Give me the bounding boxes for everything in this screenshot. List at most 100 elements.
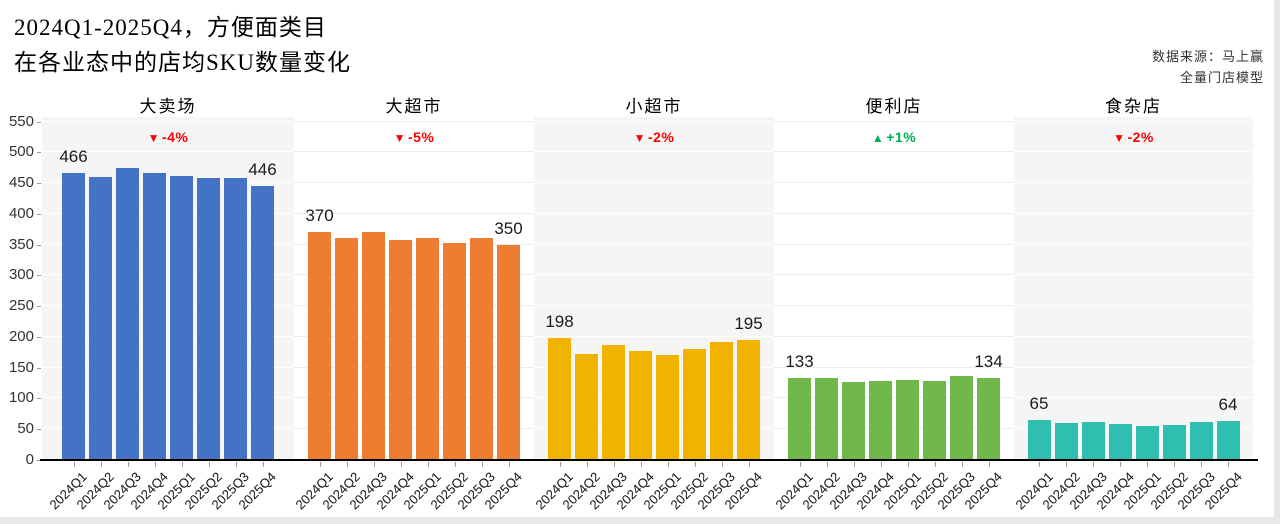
gridline bbox=[42, 305, 294, 307]
last-bar-value-label: 446 bbox=[248, 159, 277, 179]
x-tick-mark bbox=[721, 462, 723, 467]
gridline bbox=[1014, 305, 1253, 307]
x-tick-mark bbox=[961, 462, 963, 467]
bar-large-supermarket-2024Q3 bbox=[362, 231, 385, 460]
data-source-line1: 数据来源：马上赢 bbox=[1151, 49, 1264, 64]
bar-convenience-store-2024Q4 bbox=[869, 381, 892, 460]
y-tick-label: 400 bbox=[8, 204, 34, 222]
x-tick-mark bbox=[1174, 462, 1175, 467]
gridline bbox=[774, 428, 1014, 430]
gridline bbox=[1014, 120, 1253, 122]
vertical-scrollbar[interactable] bbox=[1274, 0, 1280, 517]
y-tick-mark bbox=[37, 429, 41, 431]
bar-large-supermarket-2024Q4 bbox=[389, 239, 412, 460]
bar-small-supermarket-2025Q1 bbox=[656, 355, 679, 460]
x-tick-mark bbox=[262, 462, 264, 467]
trend-down-arrow-icon: ▼ bbox=[633, 131, 646, 145]
x-tick-mark bbox=[907, 462, 909, 467]
gridline bbox=[774, 305, 1014, 307]
change-percent-label: -5% bbox=[407, 129, 435, 145]
x-tick-mark bbox=[154, 462, 156, 467]
bar-group-convenience-store: 133 134 bbox=[774, 117, 1014, 460]
gridline bbox=[294, 182, 534, 184]
first-bar-value-label: 65 bbox=[1029, 394, 1049, 413]
x-tick-mark bbox=[1228, 462, 1229, 467]
gridline bbox=[294, 151, 534, 153]
gridline bbox=[534, 212, 774, 214]
y-tick-mark bbox=[37, 183, 41, 185]
x-tick-mark bbox=[100, 462, 102, 467]
last-bar-value-label: 134 bbox=[974, 351, 1003, 371]
plot-area: ▼ -4% 466 446 2024Q1 2024Q2 2024Q3 2024Q4 2025Q1… bbox=[42, 117, 1253, 512]
y-tick-mark bbox=[37, 213, 41, 215]
y-tick-mark bbox=[37, 121, 41, 123]
change-badge-small-supermarket: ▼ -2% bbox=[534, 129, 774, 145]
gridline bbox=[1014, 366, 1253, 368]
gridline bbox=[294, 366, 534, 368]
x-tick-mark bbox=[208, 462, 210, 467]
bar-small-supermarket-2025Q4: 195 bbox=[734, 314, 763, 460]
gridline bbox=[42, 428, 294, 430]
y-tick-mark bbox=[37, 306, 41, 308]
bar-grocery-store-2024Q1: 65 bbox=[1027, 394, 1051, 460]
trend-down-arrow-icon: ▼ bbox=[1113, 131, 1126, 145]
gridline bbox=[294, 212, 534, 214]
chart-title-line2: 在各业态中的店均SKU数量变化 bbox=[14, 50, 352, 75]
bar-convenience-store-2024Q1: 133 bbox=[785, 352, 814, 460]
bar-large-supermarket-2025Q4: 350 bbox=[494, 219, 523, 460]
last-bar-value-label: 64 bbox=[1218, 394, 1238, 414]
gridline bbox=[534, 120, 774, 122]
panel-title-small-supermarket: 小超市 bbox=[625, 97, 683, 116]
gridline bbox=[774, 335, 1014, 337]
gridline bbox=[774, 182, 1014, 184]
x-tick-mark bbox=[1093, 462, 1094, 467]
panel-hypermarket: ▼ -4% 466 446 2024Q1 2024Q2 2024Q3 2024Q4 2025Q1… bbox=[42, 117, 294, 512]
gridline bbox=[534, 397, 774, 399]
bar-convenience-store-2025Q2 bbox=[923, 381, 946, 460]
gridline bbox=[1014, 428, 1253, 430]
gridline bbox=[534, 366, 774, 368]
last-bar-value-label: 195 bbox=[734, 314, 763, 333]
bar-small-supermarket-2025Q2 bbox=[683, 348, 706, 460]
gridline bbox=[42, 397, 294, 399]
x-tick-mark bbox=[1120, 462, 1121, 467]
horizontal-scrollbar[interactable] bbox=[0, 517, 1280, 524]
first-bar-value-label: 133 bbox=[785, 352, 814, 372]
gridline bbox=[774, 212, 1014, 214]
gridline bbox=[42, 151, 294, 153]
last-bar-value-label: 350 bbox=[494, 218, 523, 238]
x-tick-mark bbox=[694, 462, 696, 467]
gridline bbox=[774, 274, 1014, 276]
change-badge-grocery-store: ▼ -2% bbox=[1014, 129, 1253, 145]
bar-hypermarket-2025Q3 bbox=[224, 177, 247, 460]
gridline bbox=[1014, 182, 1253, 184]
y-tick-label: 350 bbox=[8, 235, 34, 253]
gridline bbox=[1014, 335, 1253, 337]
first-bar-value-label: 466 bbox=[59, 147, 88, 167]
gridline bbox=[294, 243, 534, 245]
bar-small-supermarket-2025Q3 bbox=[710, 341, 733, 460]
x-tick-mark bbox=[826, 462, 828, 467]
gridline bbox=[534, 274, 774, 276]
gridline bbox=[294, 274, 534, 276]
x-tick-mark bbox=[508, 462, 510, 467]
bar-small-supermarket-2024Q4 bbox=[629, 351, 652, 460]
gridline bbox=[534, 335, 774, 337]
x-tick-mark bbox=[1039, 462, 1040, 467]
change-percent-label: -2% bbox=[647, 129, 675, 145]
bar-large-supermarket-2024Q1: 370 bbox=[305, 206, 334, 460]
bar-grocery-store-2024Q2 bbox=[1054, 423, 1078, 460]
data-source-note: 数据来源：马上赢 全量门店模型 bbox=[1152, 46, 1264, 88]
bar-hypermarket-2024Q3 bbox=[116, 168, 139, 460]
bar-large-supermarket-2025Q2 bbox=[443, 243, 466, 460]
x-tick-mark bbox=[1201, 462, 1202, 467]
gridline bbox=[42, 274, 294, 276]
bar-grocery-store-2024Q4 bbox=[1108, 423, 1132, 460]
gridline bbox=[42, 366, 294, 368]
bar-group-large-supermarket: 370 350 bbox=[294, 117, 534, 460]
y-tick-mark bbox=[37, 152, 41, 154]
bar-hypermarket-2024Q2 bbox=[89, 176, 112, 460]
x-tick-mark bbox=[427, 462, 429, 467]
panel-small-supermarket: ▼ -2% 198 195 2024Q1 2024Q2 2024Q3 2024Q4 2025Q1… bbox=[533, 117, 774, 512]
change-badge-hypermarket: ▼ -4% bbox=[42, 129, 294, 145]
